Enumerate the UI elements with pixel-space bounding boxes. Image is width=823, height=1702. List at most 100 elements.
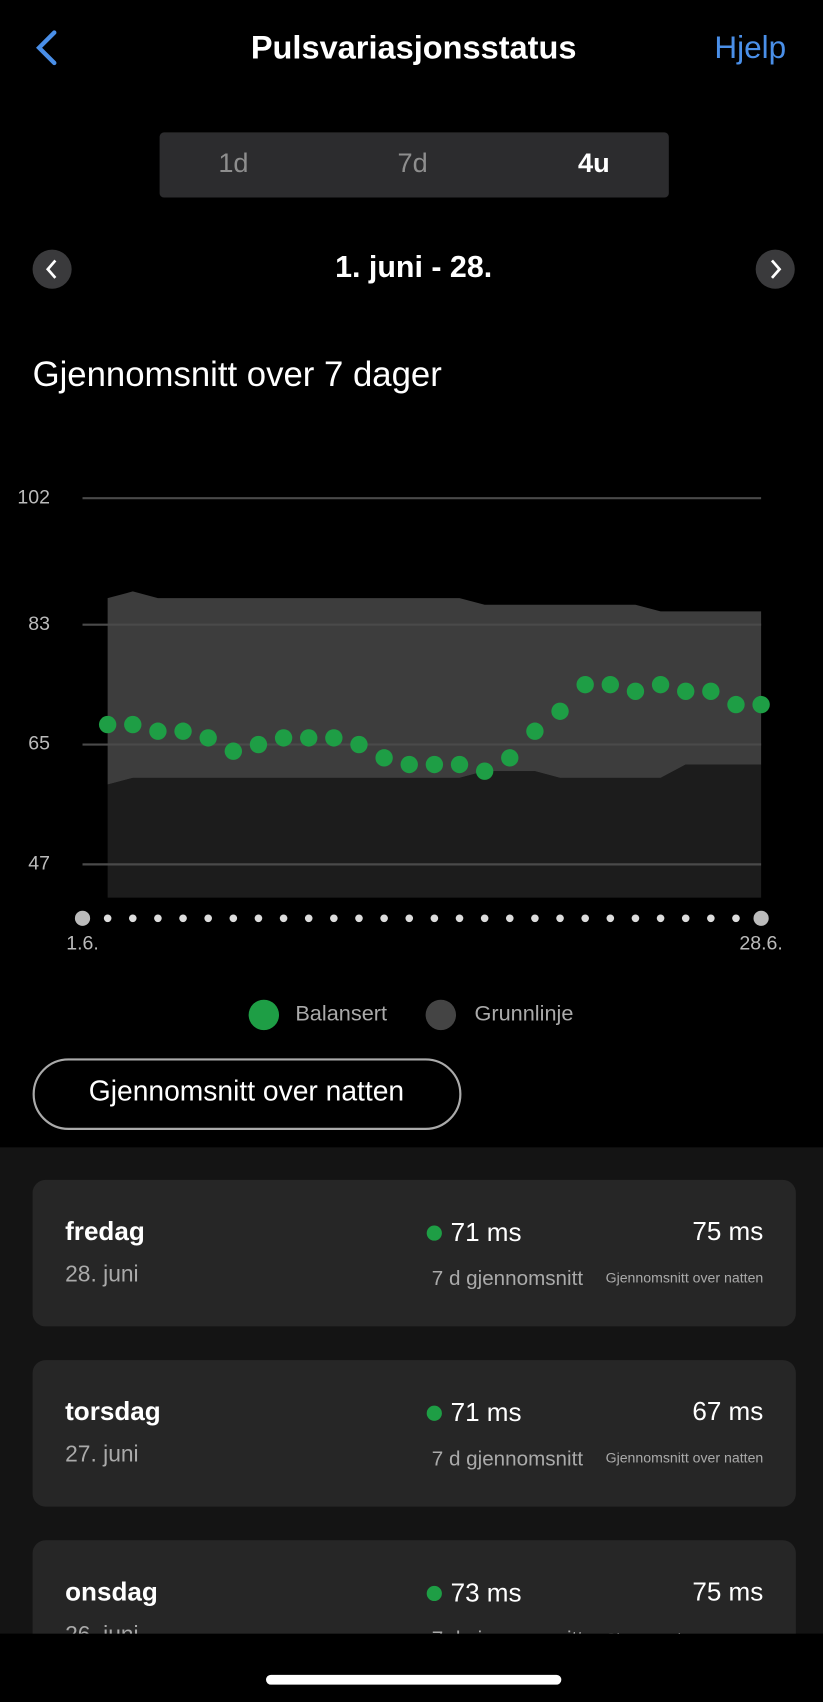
x-axis-dot — [304, 914, 313, 923]
x-axis-dot — [631, 914, 640, 923]
back-button[interactable] — [36, 30, 57, 66]
hrv-dot — [375, 749, 393, 767]
hrv-dot — [249, 735, 268, 754]
hrv-dot — [224, 742, 243, 760]
day-card[interactable] — [32, 1540, 796, 1687]
tab[interactable]: 7d — [397, 147, 427, 178]
page-title: Pulsvariasjonsstatus — [251, 30, 577, 66]
night-label: Gjennomsnitt over natten — [606, 1630, 764, 1646]
hrv-dot — [526, 722, 544, 740]
x-axis-dot — [753, 910, 769, 926]
avg7-value: 71 ms — [451, 1217, 522, 1247]
x-axis-dot — [279, 914, 288, 923]
night-button[interactable] — [32, 1058, 462, 1130]
chart-title: Gjennomsnitt over 7 dager — [33, 356, 442, 394]
band-floor — [107, 764, 762, 898]
next-icon — [770, 259, 782, 279]
hrv-dot — [601, 675, 619, 694]
legend-swatch — [248, 999, 280, 1031]
hrv-dot — [400, 755, 418, 774]
x-axis-dot — [732, 914, 740, 923]
x-axis-dot — [606, 914, 615, 923]
x-axis-dot — [74, 910, 91, 926]
day-date: 28. juni — [65, 1260, 138, 1286]
hrv-dot — [124, 715, 142, 734]
x-axis-dot — [581, 914, 589, 923]
hrv-dot — [626, 682, 645, 700]
hrv-dot — [174, 722, 192, 740]
hrv-dot — [702, 682, 720, 700]
prev-icon — [45, 259, 57, 279]
tab-bar — [159, 132, 669, 198]
hrv-dot — [450, 755, 469, 774]
x-axis-dot — [229, 914, 238, 923]
hrv-dot — [274, 729, 293, 747]
hrv-dot — [350, 735, 368, 754]
night-button-label: Gjennomsnitt over natten — [89, 1075, 404, 1107]
x-axis-dot — [656, 914, 665, 923]
day-name: torsdag — [65, 1396, 161, 1426]
night-label: Gjennomsnitt over natten — [606, 1450, 764, 1466]
night-value: 67 ms — [692, 1396, 763, 1426]
x-tick-label: 28.6. — [739, 933, 782, 955]
prev-button[interactable] — [32, 249, 72, 289]
night-label: Gjennomsnitt over natten — [606, 1269, 764, 1285]
tab[interactable]: 1d — [218, 147, 248, 178]
hrv-dot — [149, 722, 167, 740]
avg7-label: 7 d gjennomsnitt — [432, 1447, 584, 1470]
legend-swatch — [425, 999, 457, 1031]
status-dot — [426, 1585, 442, 1602]
legend-label: Balansert — [295, 1001, 387, 1026]
hrv-dot — [551, 702, 569, 720]
x-axis-dot — [531, 914, 539, 923]
x-axis-dot — [179, 914, 187, 923]
hrv-dot — [325, 729, 343, 747]
next-button[interactable] — [755, 249, 795, 289]
x-axis-dot — [128, 914, 137, 923]
x-axis-dot — [455, 914, 464, 923]
x-axis-dot — [330, 914, 338, 923]
x-axis-dot — [556, 914, 564, 923]
day-name: onsdag — [65, 1576, 158, 1606]
baseline-band — [107, 591, 762, 785]
x-axis-dot — [254, 914, 263, 923]
y-tick-label: 102 — [17, 486, 50, 508]
legend-label: Grunnlinje — [474, 1001, 573, 1026]
tab[interactable]: 4u — [578, 147, 610, 178]
hrv-dot — [727, 695, 745, 714]
hrv-dot — [651, 675, 670, 694]
x-axis-dot — [480, 914, 489, 923]
day-list: fredag 28. juni 71 ms 7 d gjennomsnitt 75 ms… — [32, 1179, 796, 1687]
help-link[interactable]: Hjelp — [714, 30, 786, 65]
date-range: 1. juni - 28. — [335, 250, 492, 284]
x-axis-dot — [505, 914, 514, 923]
y-tick-label: 65 — [28, 733, 50, 755]
night-value: 75 ms — [692, 1216, 763, 1246]
x-axis-dot — [707, 914, 715, 923]
home-indicator — [266, 1674, 562, 1685]
hrv-dot — [300, 729, 318, 747]
x-axis-dot — [103, 914, 112, 923]
night-value: 75 ms — [692, 1576, 763, 1606]
y-tick-label: 47 — [28, 853, 50, 875]
x-axis-dot — [204, 914, 212, 923]
y-tick-label: 83 — [28, 613, 50, 635]
avg7-value: 71 ms — [451, 1397, 522, 1427]
status-dot — [426, 1225, 442, 1241]
x-axis-dot — [681, 914, 690, 923]
day-card[interactable] — [32, 1179, 796, 1327]
x-axis-dot — [154, 914, 162, 923]
x-tick-label: 1.6. — [66, 933, 99, 955]
hrv-dot — [475, 762, 494, 780]
hrv-dot — [576, 675, 594, 694]
hrv-dot — [98, 715, 117, 734]
hrv-dot — [752, 695, 770, 714]
avg7-value: 73 ms — [451, 1577, 522, 1607]
avg7-label: 7 d gjennomsnitt — [432, 1628, 584, 1651]
day-card[interactable] — [32, 1360, 796, 1507]
status-dot — [426, 1405, 442, 1421]
hrv-dot — [677, 682, 695, 700]
hrv-dot — [425, 755, 444, 774]
